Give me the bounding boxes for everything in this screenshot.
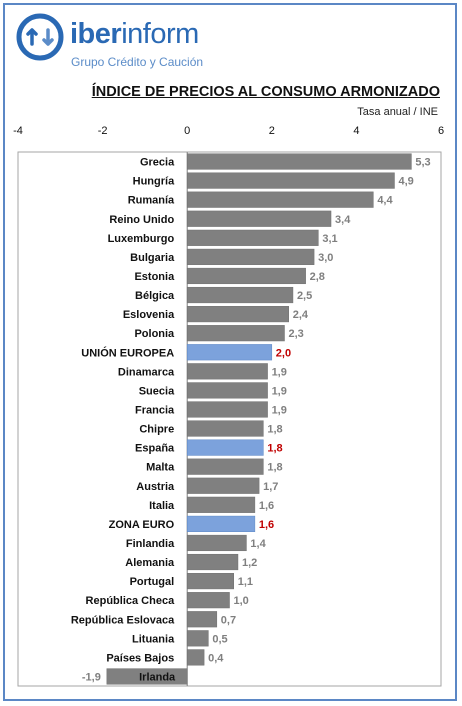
- category-label: Austria: [136, 481, 175, 493]
- bar: [186, 630, 209, 647]
- bar: [186, 363, 268, 380]
- category-label: Países Bajos: [106, 652, 174, 664]
- value-label: 2,3: [288, 328, 303, 340]
- category-label: Lituania: [132, 633, 175, 645]
- value-label: 2,8: [310, 271, 325, 283]
- bar: [186, 325, 285, 342]
- x-tick-label: -4: [13, 125, 23, 137]
- value-label: 1,9: [272, 385, 287, 397]
- value-label: 0,4: [208, 652, 224, 664]
- category-label: Francia: [135, 404, 175, 416]
- plot-area: [17, 151, 442, 687]
- x-tick-label: 4: [353, 125, 359, 137]
- category-label: Bulgaria: [130, 252, 175, 264]
- value-label: -1,9: [82, 671, 101, 683]
- category-label: España: [135, 443, 175, 455]
- category-label: Bélgica: [135, 290, 175, 302]
- bar: [186, 229, 319, 246]
- category-label: Hungría: [133, 176, 175, 188]
- bar: [186, 153, 412, 170]
- category-label: República Eslovaca: [71, 614, 175, 626]
- bar: [186, 382, 268, 399]
- bar: [186, 515, 256, 532]
- category-label: República Checa: [86, 595, 176, 607]
- value-label: 0,5: [212, 633, 227, 645]
- value-label: 1,8: [267, 443, 282, 455]
- value-label: 1,9: [272, 404, 287, 416]
- value-label: 3,4: [335, 214, 351, 226]
- bar: [186, 611, 218, 628]
- bar: [186, 248, 315, 265]
- bar: [186, 420, 264, 437]
- chart-title: ÍNDICE DE PRECIOS AL CONSUMO ARMONIZADO: [91, 84, 440, 100]
- bar: [186, 267, 306, 285]
- brand-name: iberinform: [70, 18, 199, 51]
- value-label: 3,1: [322, 233, 337, 245]
- value-label: 4,9: [398, 176, 413, 188]
- category-label: ZONA EURO: [109, 519, 175, 531]
- value-label: 1,2: [242, 557, 257, 569]
- category-label: Alemania: [125, 557, 175, 569]
- category-label: Malta: [146, 462, 175, 474]
- brand-light: inform: [121, 18, 199, 50]
- value-label: 4,4: [377, 195, 393, 207]
- value-label: 3,0: [318, 252, 333, 264]
- value-label: 2,5: [297, 290, 312, 302]
- category-label: Finlandia: [126, 538, 175, 550]
- value-label: 0,7: [221, 614, 236, 626]
- bar: [186, 573, 234, 590]
- category-label: Rumanía: [128, 195, 175, 207]
- bar: [186, 534, 247, 552]
- category-label: Portugal: [130, 576, 175, 588]
- bar: [186, 477, 260, 494]
- x-tick-label: 0: [184, 125, 190, 137]
- category-label: UNIÓN EUROPEA: [81, 346, 174, 359]
- value-label: 1,4: [250, 538, 266, 550]
- category-label: Suecia: [139, 385, 175, 397]
- x-tick-label: -2: [98, 125, 108, 137]
- bar: [186, 439, 264, 456]
- bar: [106, 668, 188, 685]
- category-label: Grecia: [140, 157, 175, 169]
- value-label: 2,4: [293, 309, 309, 321]
- x-tick-label: 6: [438, 125, 444, 137]
- bar: [186, 191, 374, 208]
- chart-subtitle: Tasa anual / INE: [357, 106, 438, 118]
- bar: [186, 210, 332, 227]
- brand-tagline: Grupo Crédito y Caución: [71, 55, 204, 69]
- category-label: Chipre: [139, 424, 174, 436]
- bar: [186, 496, 256, 513]
- category-label: Luxemburgo: [108, 233, 175, 245]
- value-label: 1,6: [259, 519, 274, 531]
- bar: [186, 649, 205, 666]
- bar: [186, 286, 294, 304]
- value-label: 1,1: [238, 576, 253, 588]
- category-label: Reino Unido: [109, 214, 174, 226]
- bar: [186, 458, 264, 475]
- category-label: Irlanda: [139, 671, 176, 683]
- category-label: Italia: [149, 500, 175, 512]
- category-label: Estonia: [134, 271, 175, 283]
- value-label: 1,6: [259, 500, 274, 512]
- bar: [186, 344, 273, 361]
- value-label: 2,0: [276, 347, 291, 359]
- iberinform-logo-icon: [16, 13, 64, 61]
- bar: [186, 172, 395, 189]
- value-label: 1,0: [234, 595, 249, 607]
- value-label: 1,7: [263, 481, 278, 493]
- brand-bold: iber: [70, 18, 122, 50]
- value-label: 1,8: [267, 424, 282, 436]
- bar: [186, 401, 268, 418]
- bar: [186, 306, 289, 323]
- value-label: 1,9: [272, 366, 287, 378]
- category-label: Polonia: [134, 328, 175, 340]
- bar: [186, 553, 239, 571]
- value-label: 1,8: [267, 462, 282, 474]
- category-label: Eslovenia: [123, 309, 175, 321]
- value-label: 5,3: [415, 157, 430, 169]
- x-tick-label: 2: [269, 125, 275, 137]
- category-label: Dinamarca: [118, 366, 175, 378]
- bar: [186, 592, 230, 609]
